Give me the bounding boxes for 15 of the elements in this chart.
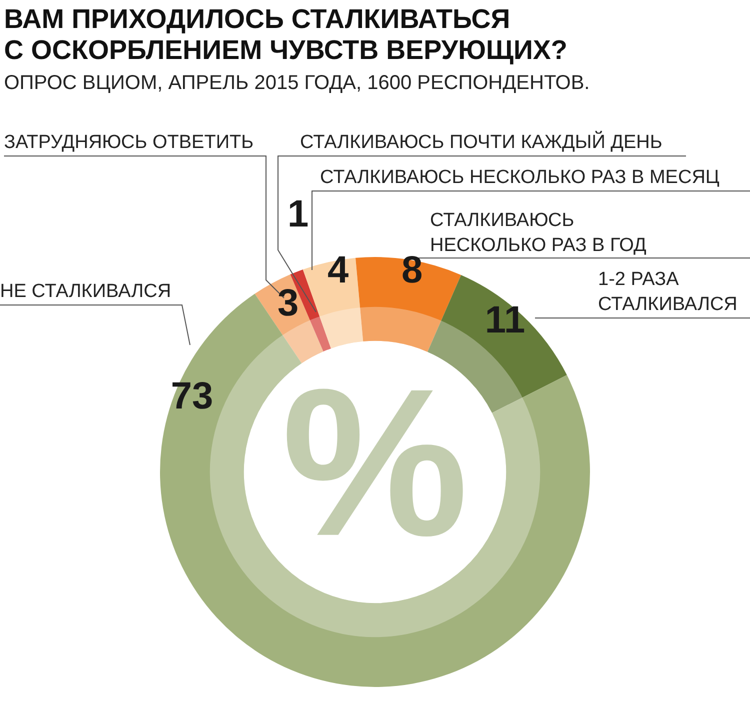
slice-label: НЕ СТАЛКИВАЛСЯ: [0, 281, 172, 302]
slice-label: 1-2 РАЗА СТАЛКИВАЛСЯ: [598, 269, 738, 315]
slice-label: ЗАТРУДНЯЮСЬ ОТВЕТИТЬ: [4, 132, 254, 153]
data-label: 11: [484, 299, 526, 342]
chart-subtitle: ОПРОС ВЦИОМ, АПРЕЛЬ 2015 ГОДА, 1600 РЕСПОНДЕНТОВ.: [4, 72, 590, 95]
data-label: 1: [287, 193, 309, 236]
data-label: 8: [401, 249, 423, 292]
slice-label: СТАЛКИВАЮСЬ НЕСКОЛЬКО РАЗ В ГОД: [430, 210, 647, 256]
data-label: 73: [170, 375, 214, 418]
chart-title: ВАМ ПРИХОДИЛОСЬ СТАЛКИВАТЬСЯ С ОСКОРБЛЕНИЕМ ЧУВСТВ ВЕРУЮЩИХ?: [4, 4, 568, 66]
slice-label: СТАЛКИВАЮСЬ НЕСКОЛЬКО РАЗ В МЕСЯЦ: [320, 167, 720, 188]
text: %: [282, 344, 468, 580]
data-label: 4: [327, 249, 349, 292]
data-label: 3: [277, 282, 299, 324]
slice-label: СТАЛКИВАЮСЬ ПОЧТИ КАЖДЫЙ ДЕНЬ: [300, 130, 662, 153]
